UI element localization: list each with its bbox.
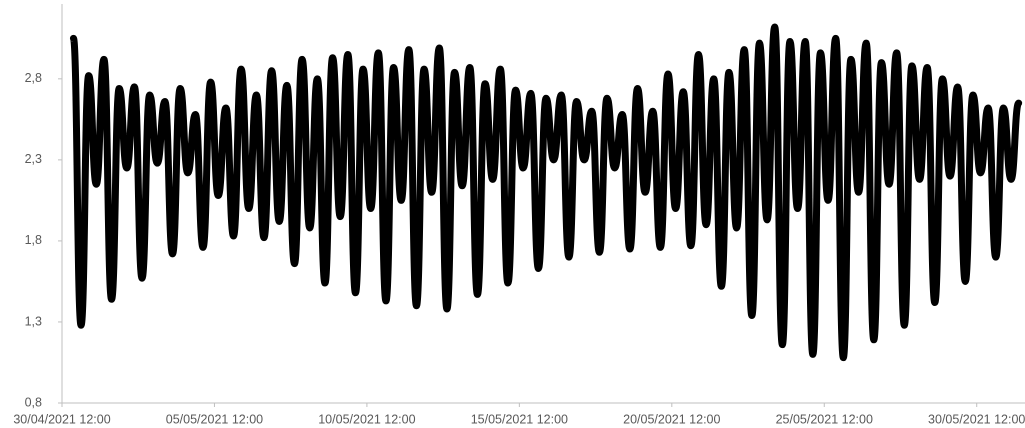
y-tick-label: 2,8 (25, 71, 42, 85)
x-tick-label: 30/04/2021 12:00 (13, 412, 110, 426)
x-tick-label: 25/05/2021 12:00 (776, 412, 873, 426)
x-tick-label: 05/05/2021 12:00 (166, 412, 263, 426)
x-tick-label: 10/05/2021 12:00 (318, 412, 415, 426)
data-line (69, 23, 1023, 362)
y-tick-label: 0,8 (25, 395, 42, 409)
y-tick-label: 2,3 (25, 152, 42, 166)
y-tick-label: 1,8 (25, 233, 42, 247)
x-tick-label: 30/05/2021 12:00 (928, 412, 1025, 426)
x-tick-label: 15/05/2021 12:00 (471, 412, 568, 426)
y-tick-label: 1,3 (25, 314, 42, 328)
x-tick-label: 20/05/2021 12:00 (623, 412, 720, 426)
